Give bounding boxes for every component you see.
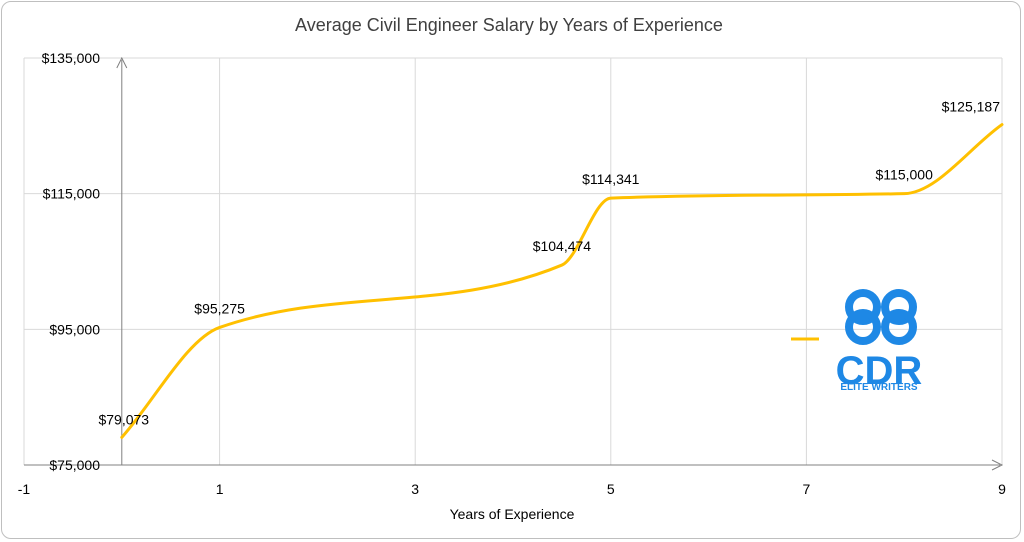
- x-tick-label: 7: [803, 481, 811, 497]
- x-tick-label: 1: [216, 481, 224, 497]
- x-tick-label: 5: [607, 481, 615, 497]
- x-tick-labels: -1 1 3 5 7 9: [18, 481, 1006, 497]
- data-label: $95,275: [194, 300, 245, 316]
- logo-tagline: ELITE WRITERS: [840, 382, 918, 393]
- chart-title: Average Civil Engineer Salary by Years o…: [295, 15, 723, 35]
- x-axis-arrow: [991, 459, 1004, 471]
- data-label: $79,073: [98, 411, 149, 427]
- data-label: $114,341: [582, 171, 640, 187]
- series-line: [120, 123, 1004, 439]
- cdr-logo: CDR ELITE WRITERS: [836, 289, 923, 393]
- y-tick-label: $75,000: [49, 457, 100, 473]
- x-tick-label: 3: [411, 481, 419, 497]
- x-tick-label: -1: [18, 481, 31, 497]
- gridlines: [23, 57, 1003, 465]
- series-group: [120, 123, 1004, 439]
- y-axis-arrow: [116, 56, 128, 69]
- logo-wordmark: CDR: [836, 349, 923, 393]
- x-tick-label: 9: [998, 481, 1006, 497]
- axes: [24, 56, 1004, 471]
- y-tick-labels: $75,000 $95,000 $115,000 $135,000: [42, 50, 101, 473]
- logo-symbol: [845, 289, 917, 345]
- x-axis-title: Years of Experience: [450, 506, 575, 522]
- data-label: $125,187: [942, 99, 1001, 115]
- data-labels: $79,073 $95,275 $104,474 $114,341 $115,000 $1…: [98, 99, 1000, 428]
- y-tick-label: $95,000: [49, 321, 100, 337]
- data-label: $104,474: [533, 238, 592, 254]
- y-tick-label: $135,000: [42, 50, 101, 66]
- data-label: $115,000: [876, 167, 934, 183]
- y-tick-label: $115,000: [43, 186, 101, 202]
